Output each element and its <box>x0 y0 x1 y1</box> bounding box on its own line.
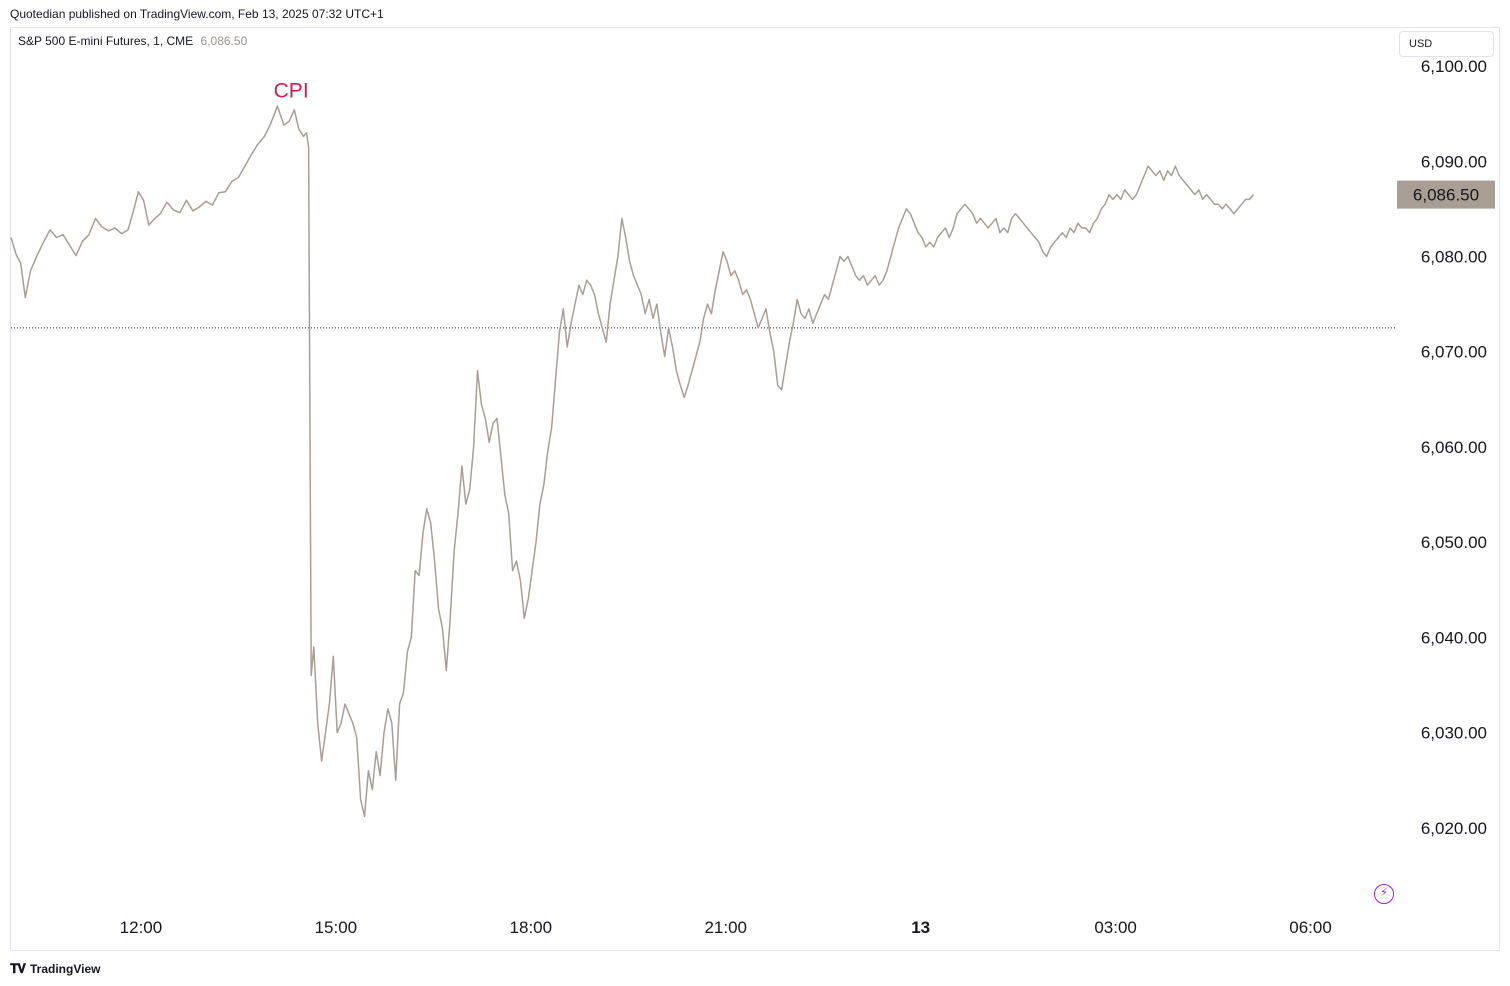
x-tick-label: 15:00 <box>315 918 358 937</box>
y-tick-label: 6,040.00 <box>1421 628 1487 647</box>
last-price-label-box <box>1397 180 1495 209</box>
y-tick-label: 6,060.00 <box>1421 438 1487 457</box>
y-tick-label: 6,070.00 <box>1421 343 1487 362</box>
x-tick-label: 18:00 <box>510 918 553 937</box>
tradingview-brand[interactable]: 𝐓𝐕 TradingView <box>10 961 100 977</box>
y-tick-label: 6,090.00 <box>1421 152 1487 171</box>
cpi-annotation: CPI <box>274 79 309 102</box>
x-tick-label: 06:00 <box>1289 918 1332 937</box>
price-series-line <box>10 105 1254 818</box>
y-tick-label: 6,030.00 <box>1421 724 1487 743</box>
chart-legend[interactable]: S&P 500 E-mini Futures, 1, CME 6,086.50 <box>18 34 247 48</box>
currency-selector[interactable]: USD <box>1399 31 1494 57</box>
y-tick-label: 6,050.00 <box>1421 533 1487 552</box>
x-tick-label: 03:00 <box>1094 918 1137 937</box>
x-tick-label: 12:00 <box>120 918 163 937</box>
x-tick-label: 13 <box>911 918 930 937</box>
y-tick-label: 6,100.00 <box>1421 57 1487 76</box>
y-tick-label: 6,080.00 <box>1421 248 1487 267</box>
legend-symbol: S&P 500 E-mini Futures, 1, CME <box>18 34 194 48</box>
published-caption: Quotedian published on TradingView.com, … <box>10 7 384 21</box>
x-tick-label: 21:00 <box>704 918 747 937</box>
tradingview-logo-icon: 𝐓𝐕 <box>10 961 26 976</box>
lightning-icon[interactable]: ⚡ <box>1374 884 1394 904</box>
chart-frame <box>10 27 1500 951</box>
brand-label: TradingView <box>30 962 101 976</box>
last-price-label: 6,086.50 <box>1413 186 1479 205</box>
y-tick-label: 6,020.00 <box>1421 819 1487 838</box>
legend-last-value: 6,086.50 <box>200 34 248 48</box>
